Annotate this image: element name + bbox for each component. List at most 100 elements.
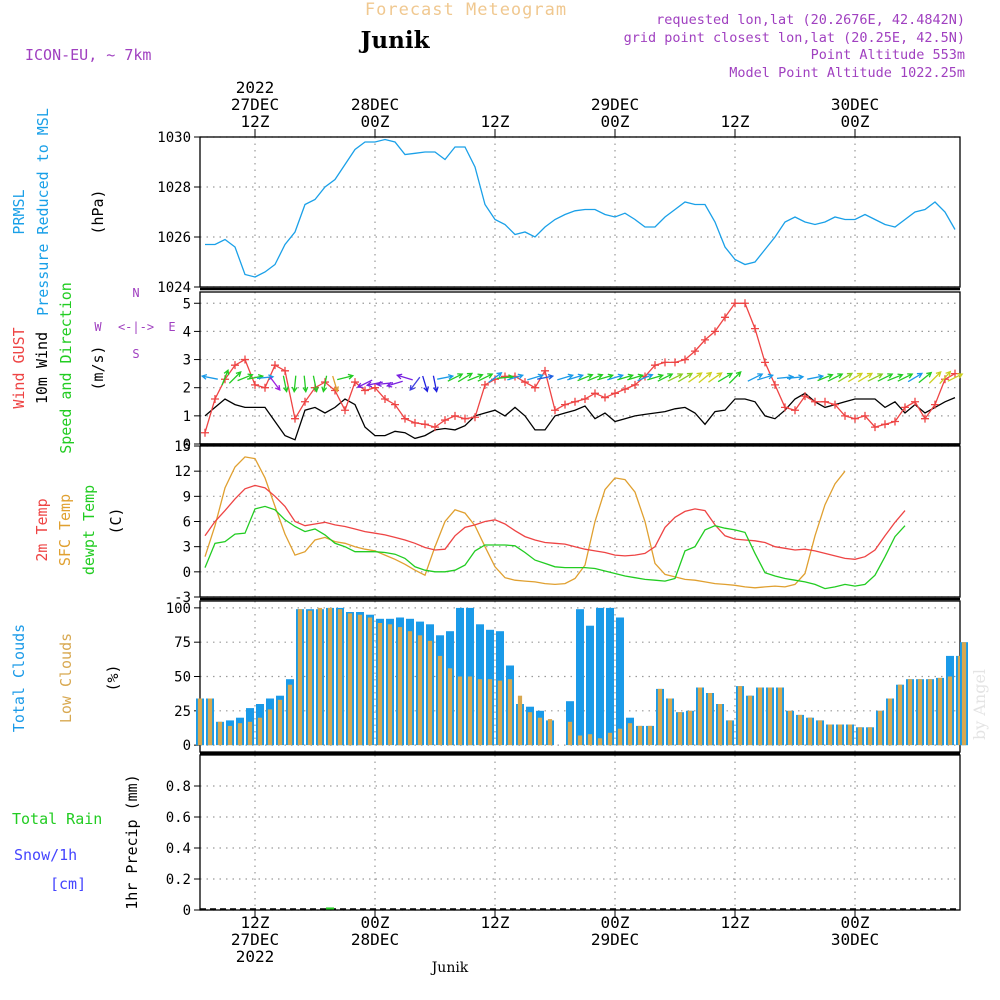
gust-marker bbox=[471, 413, 479, 422]
x-tick-label-top: 00Z bbox=[841, 112, 870, 131]
wind-arrow bbox=[527, 373, 545, 381]
low-cloud-bar bbox=[357, 614, 363, 746]
gust-marker bbox=[781, 403, 789, 412]
chart-layers: 1024102610281030012345-30369121502550751… bbox=[10, 78, 968, 966]
gust-marker bbox=[211, 394, 219, 403]
low-cloud-bar bbox=[347, 613, 353, 746]
gust-marker bbox=[351, 378, 359, 387]
low-cloud-bar bbox=[207, 698, 213, 746]
y-tick-label: 1 bbox=[183, 409, 191, 425]
y-tick-label: 6 bbox=[183, 515, 191, 531]
low-cloud-bar bbox=[877, 710, 883, 746]
low-cloud-bar bbox=[757, 687, 763, 746]
wind-arrow bbox=[200, 373, 218, 380]
wind-arrow bbox=[269, 376, 281, 392]
panel-precip: 0 0.2 0.4 0.6 0.8 bbox=[166, 754, 961, 919]
panel-label-wind: Wind GUST bbox=[10, 327, 28, 408]
x-tick-label-top: 30DEC bbox=[831, 95, 879, 114]
wind-speed-series bbox=[204, 392, 956, 441]
panel-label-temp: SFC Temp bbox=[56, 494, 74, 566]
wind-arrow bbox=[717, 372, 734, 383]
panel-label-pressure: Pressure Reduced to MSL bbox=[34, 108, 52, 316]
wind-arrow bbox=[577, 373, 594, 382]
info-line-1: requested lon,lat (20.2676E, 42.4842N) bbox=[656, 12, 965, 28]
gust-marker bbox=[371, 383, 379, 392]
low-cloud-bar bbox=[247, 721, 253, 746]
y-tick-label: 0 bbox=[183, 738, 191, 754]
panel-label-clouds: Total Clouds bbox=[10, 624, 28, 732]
wind-arrow bbox=[291, 375, 298, 393]
wind-arrow bbox=[409, 376, 421, 392]
wind-arrow bbox=[827, 373, 844, 382]
low-cloud-bar bbox=[577, 735, 583, 746]
gust-marker bbox=[521, 378, 529, 387]
low-cloud-bar bbox=[897, 684, 903, 746]
low-cloud-bar bbox=[917, 679, 923, 746]
low-cloud-bar bbox=[267, 709, 273, 746]
wind-arrow bbox=[757, 373, 775, 381]
panel-frame bbox=[199, 754, 961, 911]
y-tick-label: 1024 bbox=[157, 280, 191, 296]
y-tick-label: 50 bbox=[174, 670, 191, 686]
wind-arrow bbox=[667, 373, 684, 382]
y-tick-label: 15 bbox=[174, 439, 191, 455]
low-cloud-bar bbox=[587, 734, 593, 746]
gust-marker bbox=[421, 420, 429, 429]
precip-label-unit: [cm] bbox=[50, 875, 86, 893]
compass-line: <-|-> bbox=[118, 320, 154, 334]
gust-marker bbox=[381, 394, 389, 403]
gust-marker bbox=[681, 355, 689, 364]
wind-arrow bbox=[321, 375, 328, 393]
panel-label-temp: dewpt Temp bbox=[80, 485, 98, 575]
gust-marker bbox=[341, 406, 349, 415]
gust-marker bbox=[601, 393, 609, 402]
gust-marker bbox=[591, 389, 599, 398]
y-tick-label: 0 bbox=[183, 565, 191, 581]
low-cloud-bar bbox=[637, 725, 643, 746]
low-cloud-bar bbox=[717, 704, 723, 746]
x-tick-label-bottom: 00Z bbox=[361, 913, 390, 932]
wind-arrow bbox=[395, 373, 413, 381]
low-cloud-bar bbox=[327, 607, 333, 746]
low-cloud-bar bbox=[307, 610, 313, 746]
wind-arrow bbox=[607, 373, 625, 381]
x-tick-label-top: 00Z bbox=[361, 112, 390, 131]
gust-marker bbox=[361, 386, 369, 395]
wind-arrow bbox=[837, 372, 854, 383]
low-cloud-bar bbox=[427, 640, 433, 746]
panel-label-clouds: (%) bbox=[104, 664, 122, 691]
low-cloud-bar bbox=[687, 710, 693, 746]
gust-marker bbox=[231, 361, 239, 370]
precip-label-axis: 1hr Precip (mm) bbox=[123, 774, 141, 909]
wind-arrow bbox=[597, 373, 615, 381]
low-cloud-bar bbox=[677, 712, 683, 746]
y-tick-label: 1028 bbox=[157, 180, 191, 196]
low-cloud-bar bbox=[627, 723, 633, 746]
gust-marker bbox=[721, 313, 729, 322]
gust-marker bbox=[941, 375, 949, 384]
x-tick-label-bottom: 12Z bbox=[241, 913, 270, 932]
wind-arrow bbox=[807, 373, 825, 380]
compass-s: S bbox=[132, 347, 139, 361]
low-cloud-bar bbox=[857, 727, 863, 746]
gust-marker bbox=[811, 397, 819, 406]
gust-marker bbox=[821, 397, 829, 406]
panel-frame bbox=[199, 136, 961, 288]
low-cloud-bar bbox=[367, 617, 373, 746]
gust-marker bbox=[411, 418, 419, 427]
gust-marker bbox=[931, 400, 939, 409]
precip-label-rain: Total Rain bbox=[12, 810, 102, 828]
wind-arrow bbox=[312, 375, 319, 393]
wind-arrow bbox=[688, 372, 703, 383]
y-tick-label: 3 bbox=[183, 540, 191, 556]
gust-marker bbox=[731, 299, 739, 308]
total-cloud-bar bbox=[616, 617, 624, 746]
wind-arrow bbox=[708, 372, 723, 383]
x-tick-label-bottom: 00Z bbox=[841, 913, 870, 932]
wind-arrow bbox=[587, 373, 604, 382]
y-tick-label: 9 bbox=[183, 489, 191, 505]
gust-marker bbox=[551, 406, 559, 415]
x-tick-label-bottom: 2022 bbox=[236, 947, 275, 966]
gust-marker bbox=[741, 299, 749, 308]
gust-marker bbox=[661, 358, 669, 367]
